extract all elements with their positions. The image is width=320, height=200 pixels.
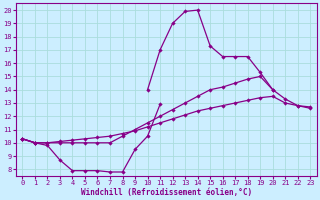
X-axis label: Windchill (Refroidissement éolien,°C): Windchill (Refroidissement éolien,°C) xyxy=(81,188,252,197)
